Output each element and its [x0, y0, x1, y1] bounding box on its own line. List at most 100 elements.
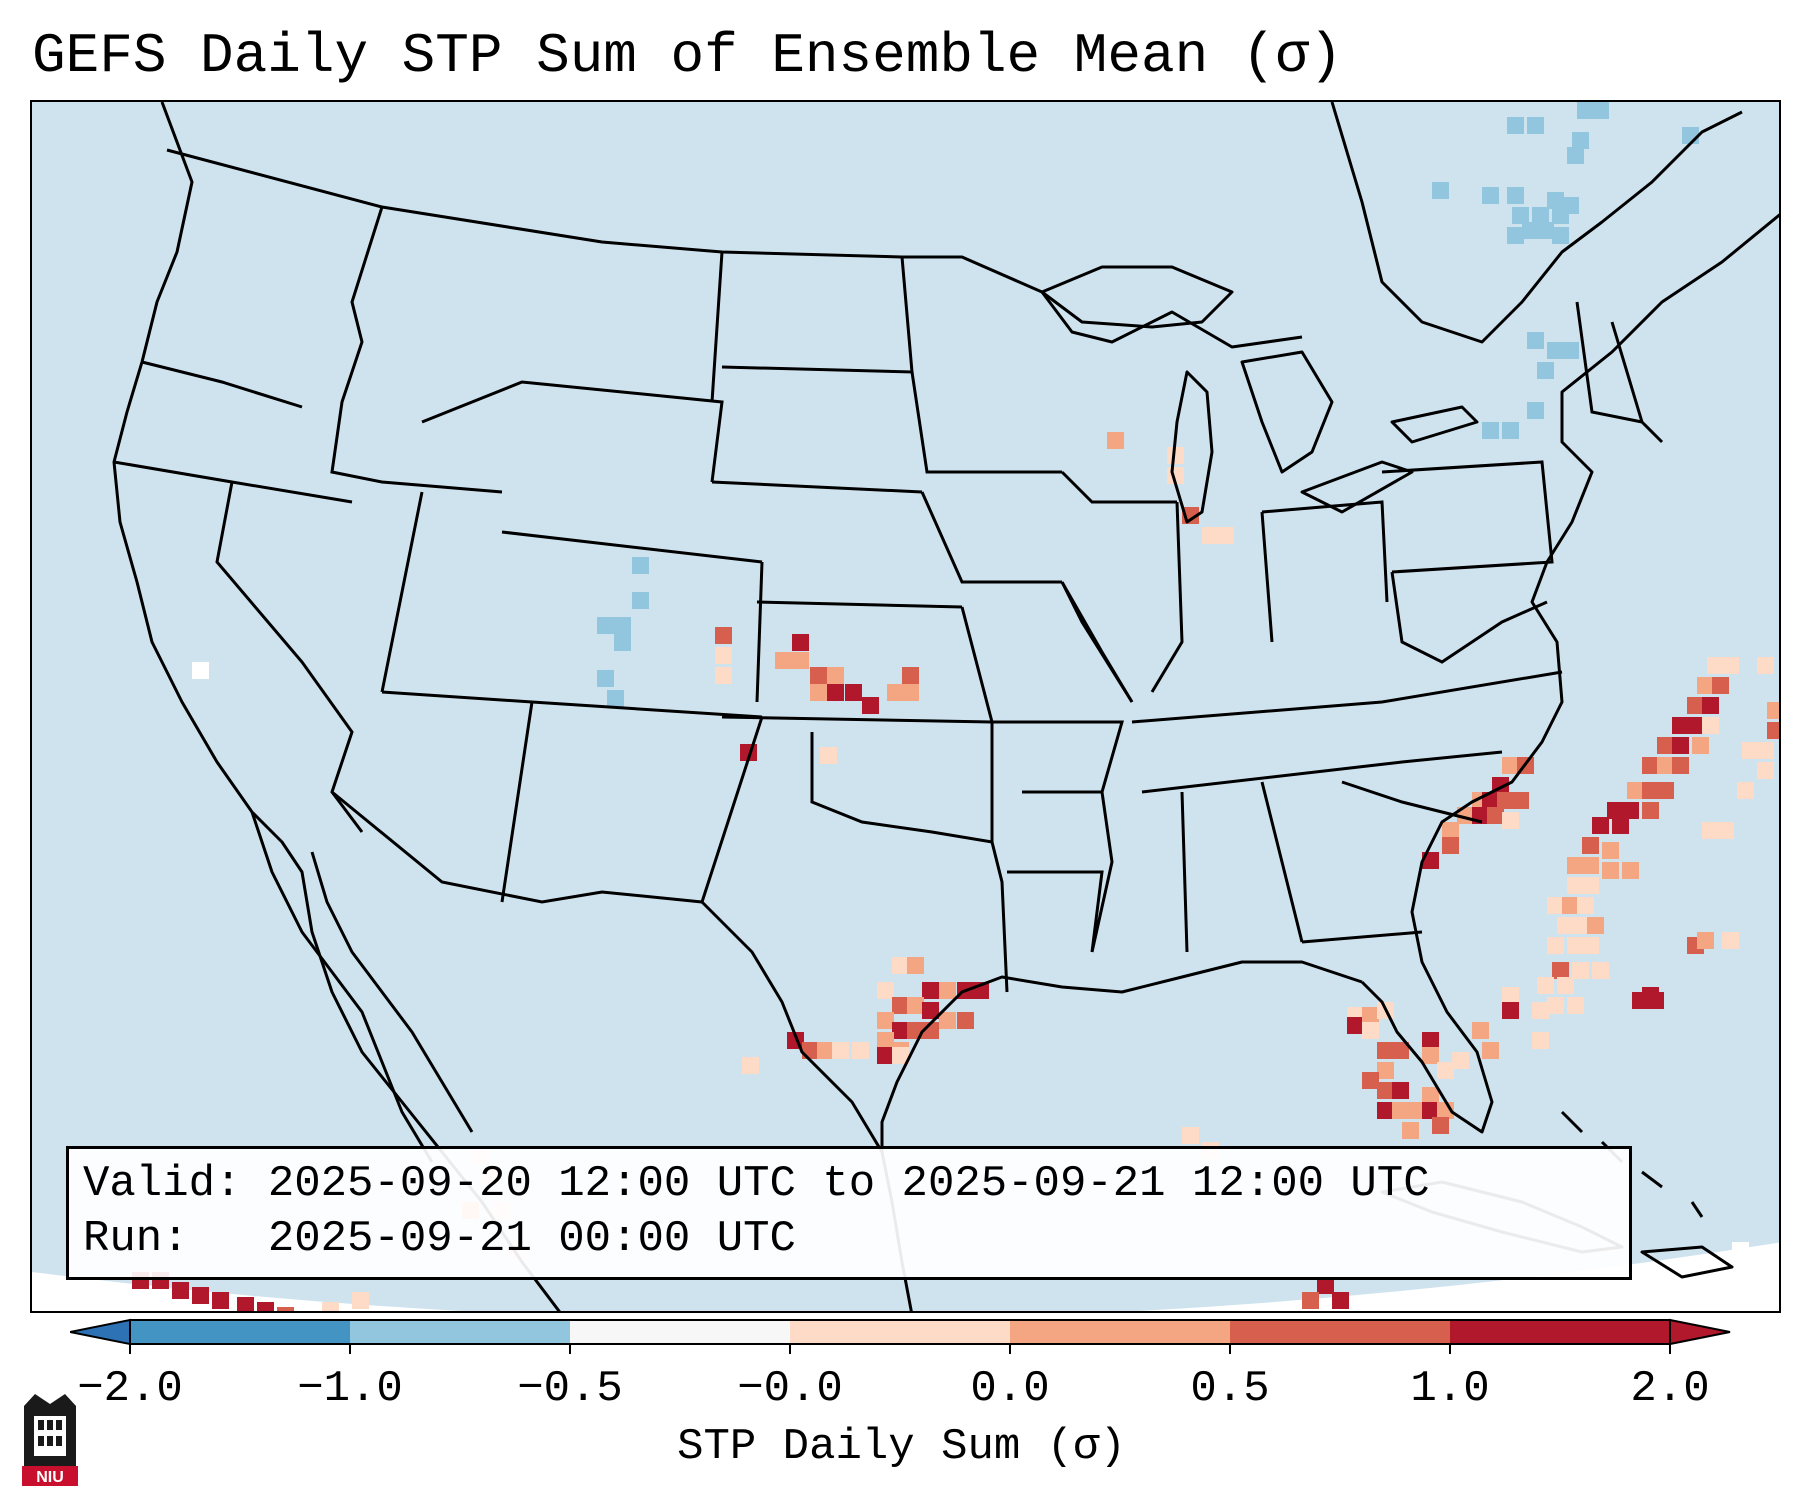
stp-cell: [1547, 897, 1564, 914]
stp-cell: [1547, 342, 1564, 359]
stp-cell: [1582, 877, 1599, 894]
wy-co-border: [501, 530, 763, 564]
stp-cell: [877, 1012, 894, 1029]
stp-cell: [715, 647, 732, 664]
stp-cell: [192, 1287, 209, 1304]
stp-cells: [132, 102, 1779, 1311]
stp-cell: [237, 1297, 254, 1311]
stp-cell: [1217, 527, 1234, 544]
lake-ontario: [1390, 405, 1479, 444]
stp-cell: [820, 747, 837, 764]
stp-cell: [1317, 1277, 1334, 1294]
stp-cell: [1702, 822, 1719, 839]
stp-cell: [1592, 962, 1609, 979]
az-nm-border: [500, 701, 764, 903]
stp-cell: [1742, 742, 1759, 759]
colorbar: [70, 1318, 1731, 1354]
colorbar-segment: [1230, 1320, 1451, 1344]
southeast: [1180, 780, 1483, 953]
stp-cell: [1442, 822, 1459, 839]
stp-cell: [1737, 782, 1754, 799]
mo-ar: [960, 581, 1134, 794]
stp-cell: [1562, 897, 1579, 914]
stp-cell: [810, 684, 827, 701]
stp-cell: [1642, 782, 1659, 799]
stp-cell: [939, 1012, 956, 1029]
ne-ks-border: [756, 600, 963, 609]
stp-cell: [1377, 1062, 1394, 1079]
stp-cell: [1672, 757, 1689, 774]
stp-cell: [1562, 342, 1579, 359]
colorbar-under-arrow: [70, 1318, 131, 1346]
stp-cell: [1707, 657, 1724, 674]
colorbar-segment: [1450, 1320, 1671, 1344]
stp-cell: [1547, 997, 1564, 1014]
colorbar-segment: [130, 1320, 351, 1344]
stp-cell: [715, 667, 732, 684]
stp-cell: [1732, 1242, 1749, 1259]
lake-superior: [1040, 265, 1234, 329]
stp-cell: [1602, 842, 1619, 859]
stp-cell: [277, 1307, 294, 1311]
stp-cell: [632, 557, 649, 574]
stp-cell: [1497, 792, 1514, 809]
stp-cell: [1347, 1017, 1364, 1034]
tx-border: [700, 841, 1009, 1153]
stp-cell: [1712, 677, 1729, 694]
stp-cell: [887, 684, 904, 701]
ut-co-border: [381, 690, 763, 719]
colorbar-segment: [350, 1320, 571, 1344]
wa-or-border: [141, 360, 303, 409]
gulf-coastline: [880, 960, 1363, 1152]
stp-cell: [810, 667, 827, 684]
stp-cell: [1502, 812, 1519, 829]
stp-cell: [1532, 207, 1549, 224]
lake-michigan: [1170, 370, 1214, 524]
stp-cell: [614, 634, 631, 651]
stp-cell: [1642, 757, 1659, 774]
stp-cell: [1532, 1032, 1549, 1049]
stp-cell: [1572, 132, 1589, 149]
stp-cell: [1627, 782, 1644, 799]
stp-cell: [715, 627, 732, 644]
stp-cell: [1642, 802, 1659, 819]
stp-cell: [939, 982, 956, 999]
niu-logo: NIU: [22, 1394, 78, 1486]
map-svg: [32, 102, 1779, 1311]
ks-ok-border: [721, 715, 993, 724]
hispaniola: [1640, 1245, 1734, 1279]
stp-cell: [1702, 717, 1719, 734]
run-time-text: Run: 2025-09-21 00:00 UTC: [83, 1214, 796, 1264]
stp-cell: [1552, 227, 1569, 244]
stp-cell: [1692, 737, 1709, 754]
canada-north-coast: [1330, 102, 1743, 344]
stp-cell: [1612, 817, 1629, 834]
stp-cell: [1767, 722, 1779, 739]
co-ks-border: [755, 561, 764, 703]
stp-cell: [192, 662, 209, 679]
stp-cell: [1482, 1042, 1499, 1059]
stp-cell: [1537, 222, 1554, 239]
stp-cell: [1527, 402, 1544, 419]
stp-cell: [1642, 987, 1659, 1004]
mn-ia: [910, 371, 1062, 584]
la-ms: [1007, 791, 1114, 953]
stp-cell: [1697, 677, 1714, 694]
stp-cell: [1107, 432, 1124, 449]
stp-cell: [877, 982, 894, 999]
stp-cell: [1512, 792, 1529, 809]
stp-cell: [1757, 657, 1774, 674]
stp-cell: [1537, 362, 1554, 379]
stp-cell: [922, 982, 939, 999]
stp-cell: [632, 592, 649, 609]
stp-cell: [742, 1057, 759, 1074]
state-borders: [113, 206, 1664, 1153]
stp-cell: [845, 684, 862, 701]
stp-cell: [832, 1042, 849, 1059]
stp-cell: [1687, 697, 1704, 714]
stp-cell: [1657, 757, 1674, 774]
stp-cell: [212, 1292, 229, 1309]
stp-cell: [1757, 742, 1774, 759]
west-coastline: [112, 102, 561, 1311]
stp-cell: [1502, 757, 1519, 774]
